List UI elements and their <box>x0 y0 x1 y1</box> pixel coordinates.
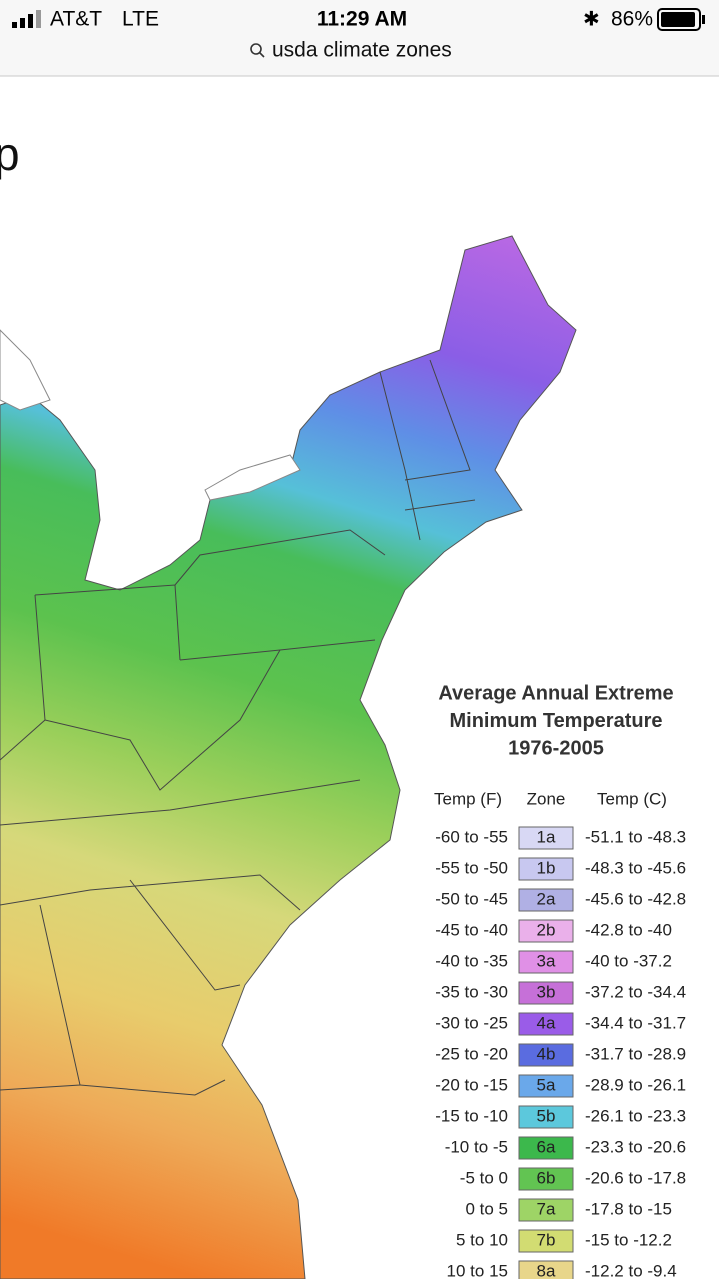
lake <box>204 454 301 501</box>
temp-f: -25 to -20 <box>435 1044 508 1063</box>
temp-f: -20 to -15 <box>435 1075 508 1094</box>
search-query[interactable]: usda climate zones <box>272 39 452 62</box>
page-title: p <box>0 128 20 180</box>
temp-f: 10 to 15 <box>447 1261 508 1279</box>
zone-swatch <box>518 1074 574 1098</box>
zone-label: 8a <box>537 1261 556 1279</box>
zone-label: 7b <box>537 1230 556 1249</box>
zone-swatch <box>518 1167 574 1191</box>
zone-map <box>0 235 577 1279</box>
temp-c: -26.1 to -23.3 <box>585 1106 686 1125</box>
zone-swatch <box>518 857 574 881</box>
temp-f: -45 to -40 <box>435 920 508 939</box>
temp-c: -12.2 to -9.4 <box>585 1261 677 1279</box>
temp-c: -37.2 to -34.4 <box>585 982 686 1001</box>
temp-c: -51.1 to -48.3 <box>585 827 686 846</box>
zone-swatch <box>518 950 574 974</box>
temp-c: -31.7 to -28.9 <box>585 1044 686 1063</box>
temp-f: -30 to -25 <box>435 1013 508 1032</box>
battery-percent: 86% <box>611 8 653 31</box>
zone-swatch <box>518 1043 574 1067</box>
zone-swatch <box>518 1229 574 1253</box>
temp-f: -35 to -30 <box>435 982 508 1001</box>
temp-c: -23.3 to -20.6 <box>585 1137 686 1156</box>
zone-label: 4a <box>537 1013 556 1032</box>
zone-label: 3b <box>537 982 556 1001</box>
clock: 11:29 AM <box>317 8 407 31</box>
zone-label: 2a <box>537 889 556 908</box>
zone-swatch <box>518 1198 574 1222</box>
zone-label: 7a <box>537 1199 556 1218</box>
temp-f: -10 to -5 <box>445 1137 508 1156</box>
battery-icon <box>657 8 705 31</box>
zone-label: 2b <box>537 920 556 939</box>
state-borders <box>0 359 476 1096</box>
browser-bar <box>0 0 719 76</box>
temp-f: -40 to -35 <box>435 951 508 970</box>
legend-title: Minimum Temperature <box>450 710 663 732</box>
temp-f: 0 to 5 <box>465 1199 508 1218</box>
temp-f: -5 to 0 <box>460 1168 508 1187</box>
zone-swatch <box>518 981 574 1005</box>
zone-label: 1a <box>537 827 556 846</box>
temp-f: -50 to -45 <box>435 889 508 908</box>
land <box>0 235 577 1279</box>
signal-icon <box>12 10 41 28</box>
zone-label: 5a <box>537 1075 556 1094</box>
temp-f: 5 to 10 <box>456 1230 508 1249</box>
network: LTE <box>122 8 159 31</box>
temp-f: -55 to -50 <box>435 858 508 877</box>
zone-label: 6a <box>537 1137 556 1156</box>
zone-label: 1b <box>537 858 556 877</box>
legend: Average Annual Extreme Minimum Temperatur… <box>434 682 686 1279</box>
legend-title: Average Annual Extreme <box>438 682 673 704</box>
column-header: Temp (F) <box>434 789 502 808</box>
carrier: AT&T <box>50 8 102 31</box>
temp-f: -15 to -10 <box>435 1106 508 1125</box>
zone-label: 5b <box>537 1106 556 1125</box>
zone-swatch <box>518 1012 574 1036</box>
zone-swatch <box>518 1136 574 1160</box>
column-header: Zone <box>527 789 566 808</box>
legend-title: 1976-2005 <box>508 737 604 759</box>
zone-swatch <box>518 1260 574 1279</box>
temp-c: -34.4 to -31.7 <box>585 1013 686 1032</box>
temp-c: -28.9 to -26.1 <box>585 1075 686 1094</box>
zone-label: 4b <box>537 1044 556 1063</box>
bluetooth-icon: ✱ <box>583 8 600 30</box>
zone-swatch <box>518 919 574 943</box>
search-field[interactable]: usda climate zones <box>250 39 452 62</box>
temp-c: -48.3 to -45.6 <box>585 858 686 877</box>
zone-label: 3a <box>537 951 556 970</box>
zone-swatch <box>518 1105 574 1129</box>
lake <box>0 329 51 411</box>
temp-c: -20.6 to -17.8 <box>585 1168 686 1187</box>
temp-f: -60 to -55 <box>435 827 508 846</box>
temp-c: -40 to -37.2 <box>585 951 672 970</box>
zone-swatch <box>518 888 574 912</box>
temp-c: -17.8 to -15 <box>585 1199 672 1218</box>
temp-c: -15 to -12.2 <box>585 1230 672 1249</box>
temp-c: -42.8 to -40 <box>585 920 672 939</box>
zone-label: 6b <box>537 1168 556 1187</box>
column-header: Temp (C) <box>597 789 667 808</box>
temp-c: -45.6 to -42.8 <box>585 889 686 908</box>
zone-swatch <box>518 826 574 850</box>
